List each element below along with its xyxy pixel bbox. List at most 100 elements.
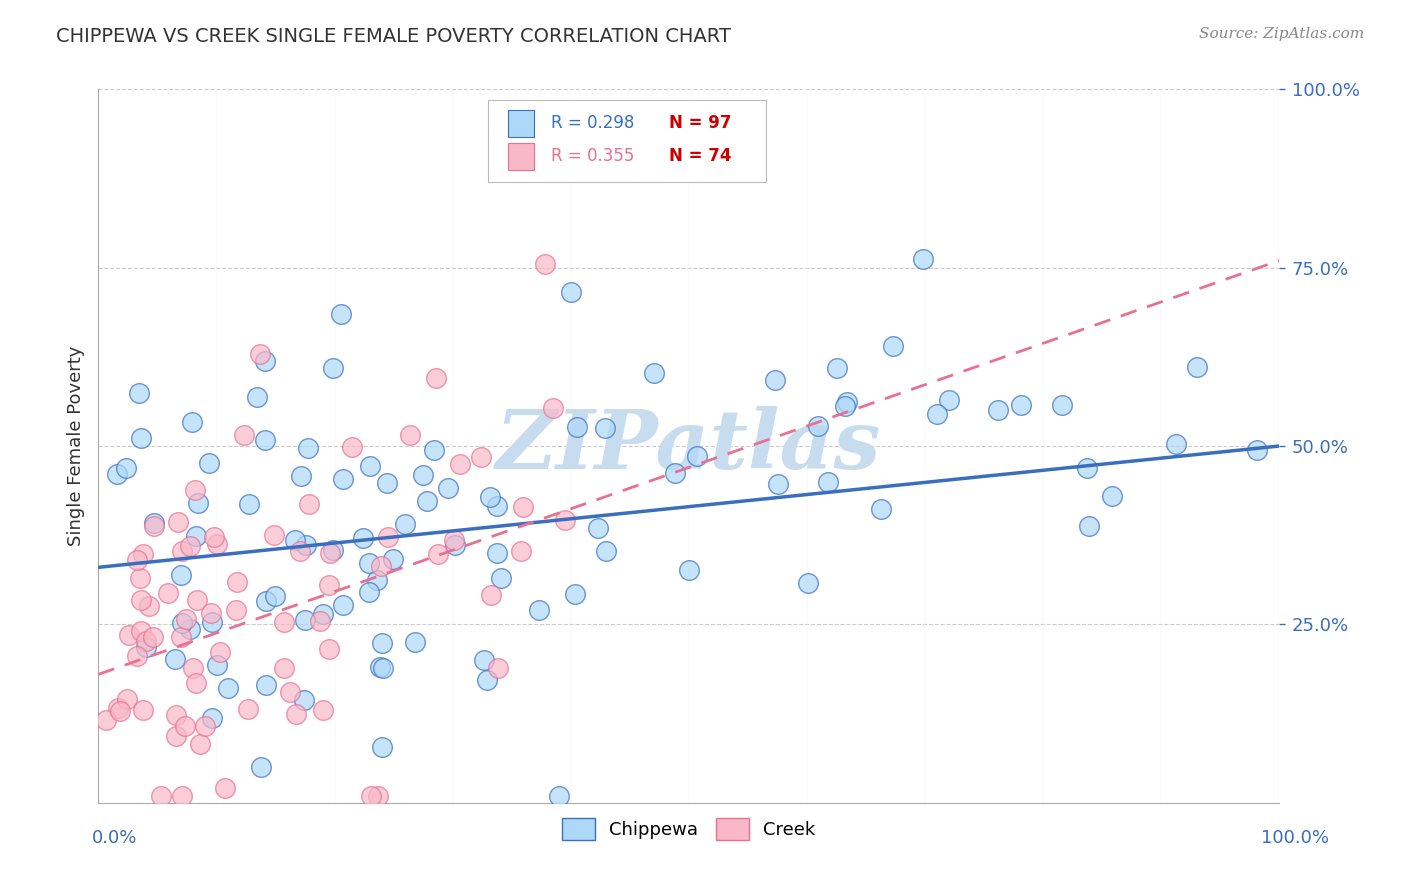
Creek (172, 789, 194, 803)
Chippewa (912, 252, 935, 266)
Creek (367, 789, 389, 803)
Creek (181, 661, 204, 675)
Creek (481, 588, 503, 602)
Chippewa (254, 433, 277, 447)
Chippewa (664, 467, 686, 481)
Chippewa (375, 475, 398, 490)
Chippewa (485, 500, 508, 514)
Text: N = 74: N = 74 (669, 147, 731, 165)
Creek (309, 614, 332, 628)
Chippewa (404, 635, 426, 649)
Chippewa (115, 461, 138, 475)
Chippewa (586, 521, 609, 535)
Creek (108, 704, 131, 718)
Legend: Chippewa, Creek: Chippewa, Creek (555, 811, 823, 847)
Creek (165, 729, 187, 743)
Chippewa (938, 392, 960, 407)
Creek (179, 539, 201, 553)
Chippewa (332, 472, 354, 486)
Y-axis label: Single Female Poverty: Single Female Poverty (66, 346, 84, 546)
Creek (298, 497, 321, 511)
Creek (312, 703, 335, 717)
Text: 0.0%: 0.0% (91, 829, 136, 847)
Creek (319, 546, 342, 560)
Creek (205, 537, 228, 551)
Chippewa (373, 661, 395, 675)
Chippewa (297, 441, 319, 455)
Chippewa (763, 373, 786, 387)
Chippewa (477, 673, 499, 688)
Chippewa (254, 594, 277, 608)
Chippewa (925, 408, 948, 422)
Chippewa (217, 681, 239, 695)
Creek (553, 513, 575, 527)
Text: 100.0%: 100.0% (1261, 829, 1329, 847)
Creek (129, 624, 152, 639)
Creek (225, 574, 247, 589)
Creek (426, 547, 449, 561)
Chippewa (371, 636, 394, 650)
Chippewa (322, 542, 344, 557)
Creek (288, 544, 311, 558)
Chippewa (870, 501, 893, 516)
Chippewa (359, 585, 381, 599)
Creek (318, 578, 340, 592)
Creek (157, 586, 180, 600)
Creek (225, 602, 247, 616)
Chippewa (472, 653, 495, 667)
Creek (377, 530, 399, 544)
Creek (174, 612, 197, 626)
Chippewa (686, 450, 709, 464)
Creek (131, 593, 153, 607)
Chippewa (368, 660, 391, 674)
Text: ZIPatlas: ZIPatlas (496, 406, 882, 486)
Chippewa (1101, 490, 1123, 504)
Creek (173, 719, 195, 733)
Creek (370, 558, 392, 573)
Chippewa (987, 402, 1010, 417)
Chippewa (595, 544, 617, 558)
Creek (188, 738, 211, 752)
Creek (360, 789, 382, 803)
Creek (184, 676, 207, 690)
Creek (117, 692, 139, 706)
Text: Source: ZipAtlas.com: Source: ZipAtlas.com (1198, 27, 1364, 41)
Chippewa (290, 468, 312, 483)
Chippewa (322, 361, 344, 376)
Chippewa (292, 693, 315, 707)
Creek (273, 615, 295, 630)
Chippewa (423, 442, 446, 457)
Chippewa (295, 538, 318, 552)
Creek (186, 592, 208, 607)
Creek (425, 371, 447, 385)
Creek (200, 606, 222, 620)
Chippewa (1077, 518, 1099, 533)
Creek (340, 440, 363, 454)
Creek (541, 401, 564, 415)
Chippewa (366, 573, 388, 587)
Chippewa (254, 354, 277, 368)
Creek (236, 702, 259, 716)
FancyBboxPatch shape (488, 100, 766, 182)
Chippewa (489, 571, 512, 585)
Creek (202, 530, 225, 544)
Creek (509, 544, 531, 558)
Chippewa (179, 622, 201, 636)
Creek (107, 700, 129, 714)
Chippewa (825, 360, 848, 375)
Chippewa (416, 493, 439, 508)
Chippewa (882, 339, 904, 353)
Chippewa (548, 789, 571, 803)
Chippewa (105, 467, 128, 482)
Chippewa (352, 531, 374, 545)
Chippewa (254, 678, 277, 692)
Creek (209, 645, 232, 659)
Text: N = 97: N = 97 (669, 114, 731, 132)
Creek (149, 789, 172, 803)
Chippewa (1187, 360, 1209, 375)
Creek (534, 257, 557, 271)
Chippewa (172, 615, 194, 630)
Creek (125, 553, 148, 567)
Creek (183, 483, 205, 497)
FancyBboxPatch shape (508, 143, 534, 169)
